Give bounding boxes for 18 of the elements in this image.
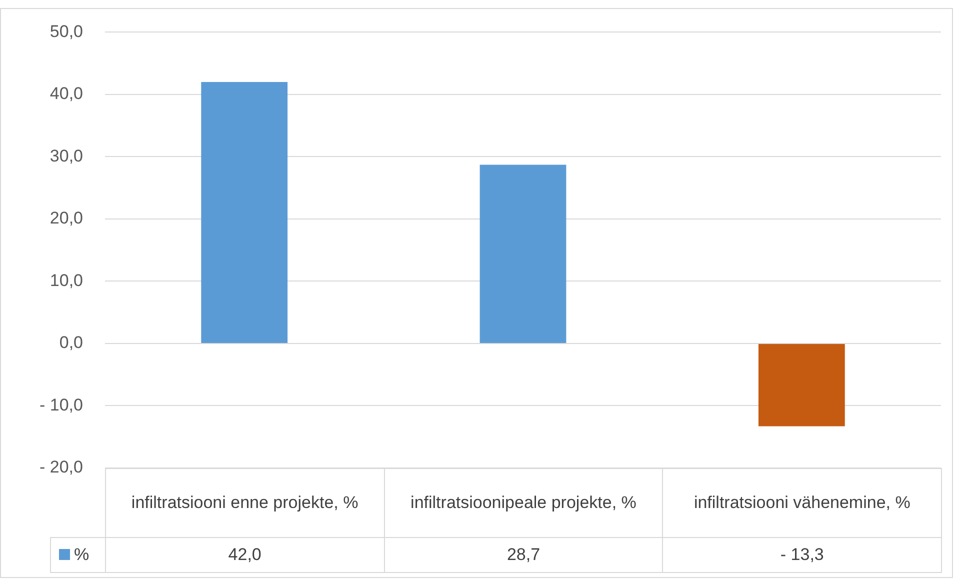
y-tick-label: 0,0: [59, 333, 83, 352]
bar: [480, 164, 566, 343]
y-tick-label: 40,0: [50, 84, 83, 104]
y-tick-label: 10,0: [50, 270, 83, 290]
data-label: - 13,3: [662, 537, 942, 573]
x-tick-label: infiltratsioonipeale projekte, %: [384, 468, 664, 538]
y-tick-label: 20,0: [50, 208, 83, 228]
data-label: 28,7: [384, 537, 664, 573]
y-tick-label: 50,0: [50, 22, 83, 41]
bar: [758, 344, 845, 426]
y-tick-label: - 20,0: [40, 458, 83, 477]
data-label: 42,0: [105, 537, 385, 573]
bar: [201, 82, 288, 343]
x-tick-label: infiltratsiooni vähenemine, %: [662, 468, 942, 538]
y-tick-label: - 10,0: [40, 395, 83, 414]
y-tick-label: 30,0: [50, 146, 83, 166]
legend-label: %: [74, 545, 90, 564]
x-tick-label: infiltratsiooni enne projekte, %: [105, 468, 385, 538]
